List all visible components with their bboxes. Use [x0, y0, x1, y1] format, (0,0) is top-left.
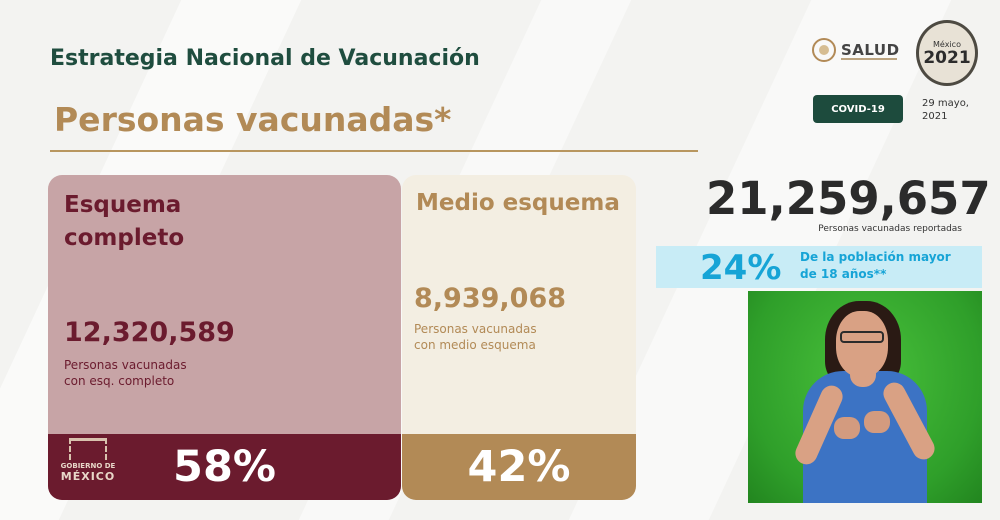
card-complete-percent-bar: GOBIERNO DE MÉXICO 58% [48, 434, 401, 500]
sign-language-interpreter-video [748, 291, 982, 503]
card-complete-desc-line-2: con esq. completo [64, 374, 175, 388]
card-complete-percent: 58% [173, 442, 276, 492]
total-vaccinated-value: 21,259,657 [706, 172, 991, 225]
gobierno-logo-mexico: MÉXICO [60, 470, 116, 483]
card-half-scheme: Medio esquema 8,939,068 Personas vacunad… [402, 175, 636, 500]
date-line-1: 29 mayo, [922, 98, 969, 109]
gobierno-logo-text: GOBIERNO DE [60, 462, 116, 470]
strategy-title: Estrategia Nacional de Vacunación [50, 46, 480, 71]
gobierno-de-mexico-logo: GOBIERNO DE MÉXICO [58, 438, 118, 496]
population-percent-box: 24% De la población mayor de 18 años** [656, 246, 982, 288]
interpreter-face [836, 311, 888, 377]
salud-logo-underline [841, 58, 897, 60]
gobierno-crest-icon [69, 438, 107, 460]
mexico-2021-logo-year: 2021 [923, 47, 971, 68]
card-half-percent-bar: 42% [402, 434, 636, 500]
page-title: Personas vacunadas* [54, 100, 452, 139]
salud-emblem-icon [812, 38, 836, 62]
salud-logo-text: SALUD [841, 41, 900, 59]
card-complete-description: Personas vacunadas con esq. completo [64, 357, 264, 389]
salud-logo: SALUD [812, 38, 900, 62]
card-complete-heading-line-2: completo [64, 225, 185, 251]
card-half-description: Personas vacunadas con medio esquema [414, 321, 614, 353]
interpreter-right-hand [864, 411, 890, 433]
date-label: 29 mayo, 2021 [922, 97, 982, 123]
population-percent: 24% [700, 248, 782, 288]
card-half-desc-line-1: Personas vacunadas [414, 322, 537, 336]
card-half-heading: Medio esquema [416, 190, 620, 216]
covid-badge: COVID-19 [813, 95, 903, 123]
card-half-percent: 42% [467, 442, 571, 492]
glasses-icon [840, 331, 884, 343]
card-complete-heading-line-1: Esquema [64, 192, 182, 218]
population-desc-line-1: De la población mayor [800, 250, 951, 264]
population-desc-line-2: de 18 años** [800, 267, 887, 281]
population-description: De la población mayor de 18 años** [800, 249, 976, 283]
title-divider [50, 150, 698, 152]
date-line-2: 2021 [922, 111, 948, 122]
mexico-2021-logo: México 2021 [916, 20, 978, 86]
card-complete-desc-line-1: Personas vacunadas [64, 358, 187, 372]
card-complete-value: 12,320,589 [64, 317, 235, 348]
card-half-value: 8,939,068 [414, 283, 567, 314]
card-complete-heading: Esquema completo [64, 189, 184, 255]
card-complete-scheme: Esquema completo 12,320,589 Personas vac… [48, 175, 401, 500]
total-vaccinated-label: Personas vacunadas reportadas [818, 224, 962, 234]
interpreter-left-hand [834, 417, 860, 439]
mexico-2021-logo-small: México [933, 39, 961, 49]
card-half-desc-line-2: con medio esquema [414, 338, 536, 352]
